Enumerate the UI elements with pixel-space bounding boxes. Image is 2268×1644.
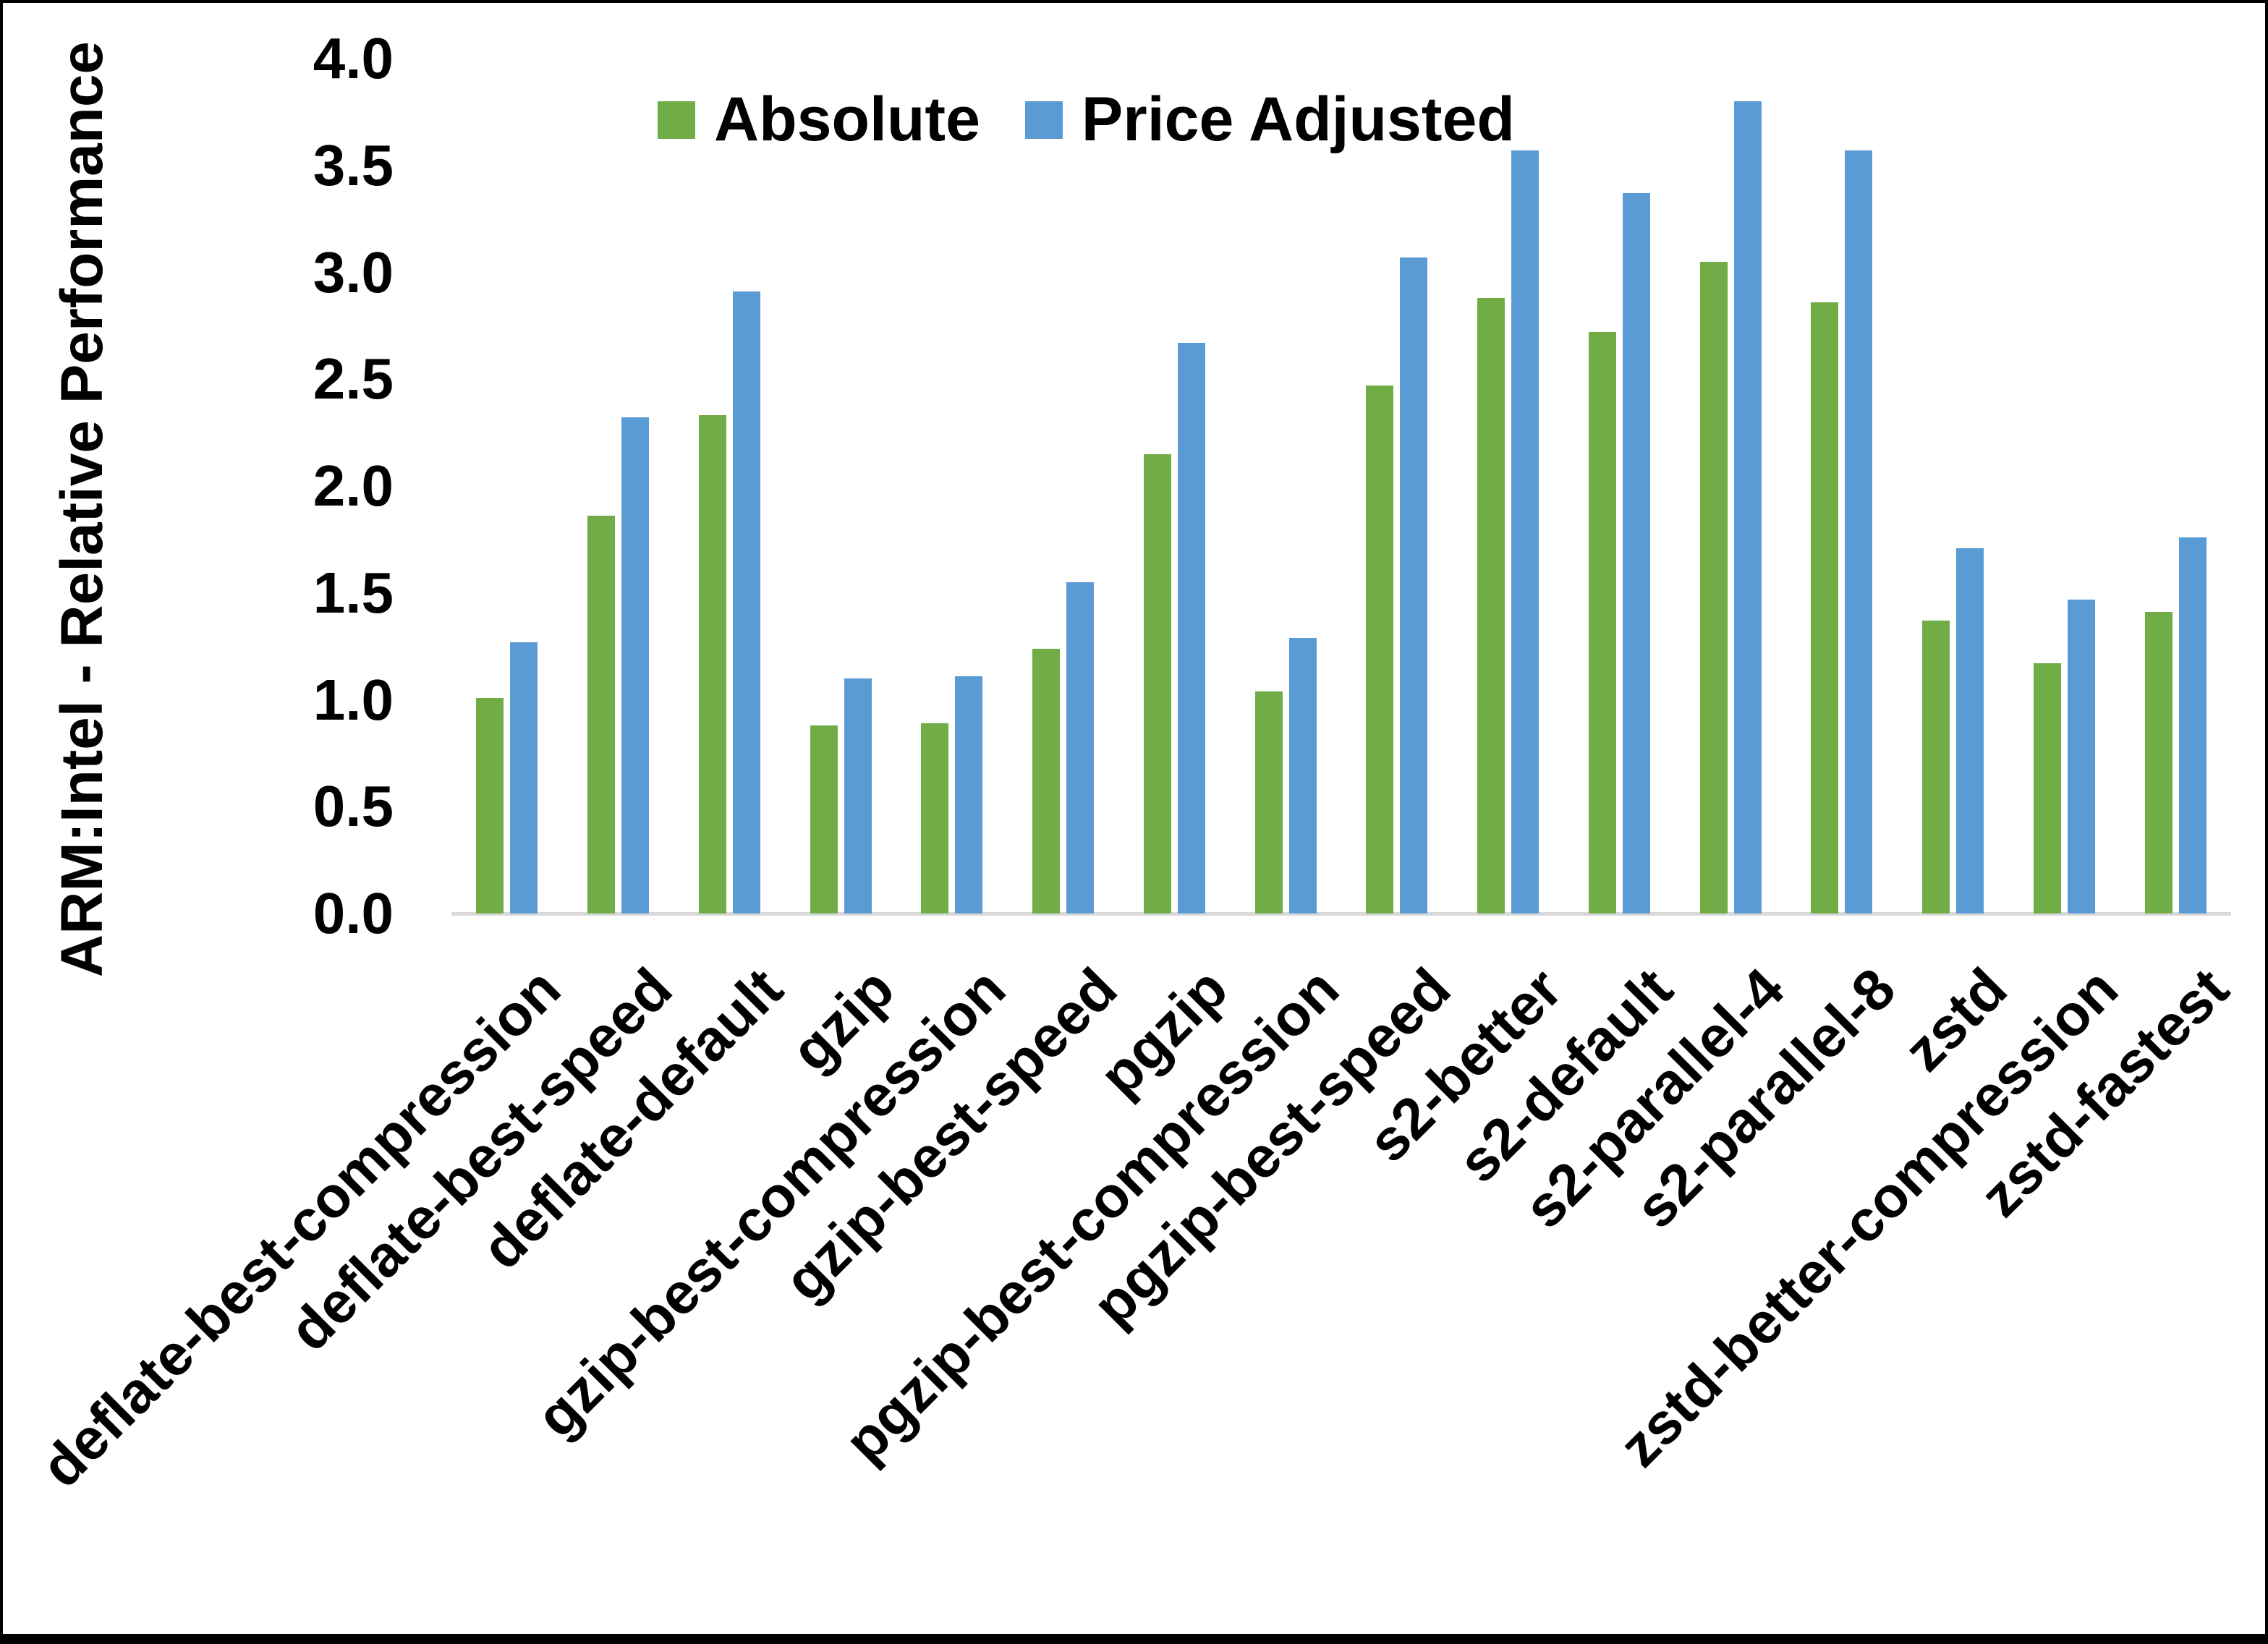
- bar-absolute-gzip: [810, 725, 838, 913]
- bar-price-adjusted-gzip-best-speed: [1066, 582, 1094, 913]
- legend-label-price-adjusted: Price Adjusted: [1081, 85, 1515, 154]
- bar-price-adjusted-deflate-default: [733, 291, 760, 913]
- y-tick-label-3.5: 3.5: [313, 133, 394, 197]
- y-tick-label-0.0: 0.0: [313, 881, 394, 945]
- legend-swatch-absolute-icon: [658, 101, 695, 139]
- y-tick-label-1.0: 1.0: [313, 668, 394, 732]
- y-tick-label-0.5: 0.5: [313, 774, 394, 838]
- bar-price-adjusted-pgzip: [1178, 343, 1205, 913]
- bar-absolute-s2-parallel-8: [1811, 302, 1838, 913]
- bar-price-adjusted-s2-parallel-8: [1845, 150, 1872, 913]
- bar-absolute-gzip-best-speed: [1032, 649, 1060, 913]
- legend-item-absolute: Absolute: [658, 84, 980, 156]
- bar-absolute-pgzip-best-compression: [1255, 691, 1283, 913]
- bar-price-adjusted-pgzip-best-speed: [1400, 257, 1427, 913]
- bar-price-adjusted-s2-parallel-4: [1734, 101, 1762, 913]
- bar-absolute-s2-parallel-4: [1700, 262, 1728, 913]
- bar-price-adjusted-zstd-better-compression: [2068, 600, 2095, 913]
- bar-price-adjusted-s2-default: [1623, 193, 1650, 913]
- bar-absolute-zstd-fastest: [2145, 612, 2173, 913]
- bar-absolute-deflate-best-speed: [587, 516, 615, 913]
- bar-absolute-zstd: [1922, 621, 1950, 913]
- x-axis-line: [451, 912, 2231, 916]
- bar-absolute-deflate-default: [699, 415, 726, 913]
- legend-item-price-adjusted: Price Adjusted: [1024, 84, 1515, 156]
- bar-price-adjusted-gzip: [844, 678, 872, 913]
- legend: Absolute Price Adjusted: [658, 84, 1515, 156]
- bar-price-adjusted-deflate-best-speed: [621, 417, 649, 913]
- bar-price-adjusted-gzip-best-compression: [955, 676, 982, 913]
- bar-absolute-s2-default: [1589, 332, 1616, 913]
- y-tick-label-2.5: 2.5: [313, 346, 394, 411]
- bar-absolute-s2-better: [1477, 298, 1505, 913]
- legend-swatch-price-adjusted-icon: [1024, 101, 1063, 139]
- bar-price-adjusted-pgzip-best-compression: [1289, 638, 1317, 913]
- bar-price-adjusted-s2-better: [1511, 150, 1539, 913]
- legend-label-absolute: Absolute: [714, 85, 980, 154]
- bar-price-adjusted-zstd: [1956, 548, 1984, 913]
- bar-absolute-pgzip: [1144, 454, 1171, 913]
- y-tick-label-2.0: 2.0: [313, 453, 394, 518]
- bar-price-adjusted-deflate-best-compression: [510, 642, 538, 913]
- y-axis-title: ARM:Intel - Relative Performance: [49, 41, 115, 978]
- bar-price-adjusted-zstd-fastest: [2179, 537, 2207, 913]
- bar-absolute-zstd-better-compression: [2034, 663, 2061, 913]
- y-tick-label-3.0: 3.0: [313, 240, 394, 304]
- bar-absolute-deflate-best-compression: [476, 698, 504, 913]
- bar-absolute-gzip-best-compression: [921, 723, 948, 913]
- bar-absolute-pgzip-best-speed: [1366, 386, 1393, 913]
- y-tick-label-4.0: 4.0: [313, 26, 394, 90]
- y-tick-label-1.5: 1.5: [313, 561, 394, 625]
